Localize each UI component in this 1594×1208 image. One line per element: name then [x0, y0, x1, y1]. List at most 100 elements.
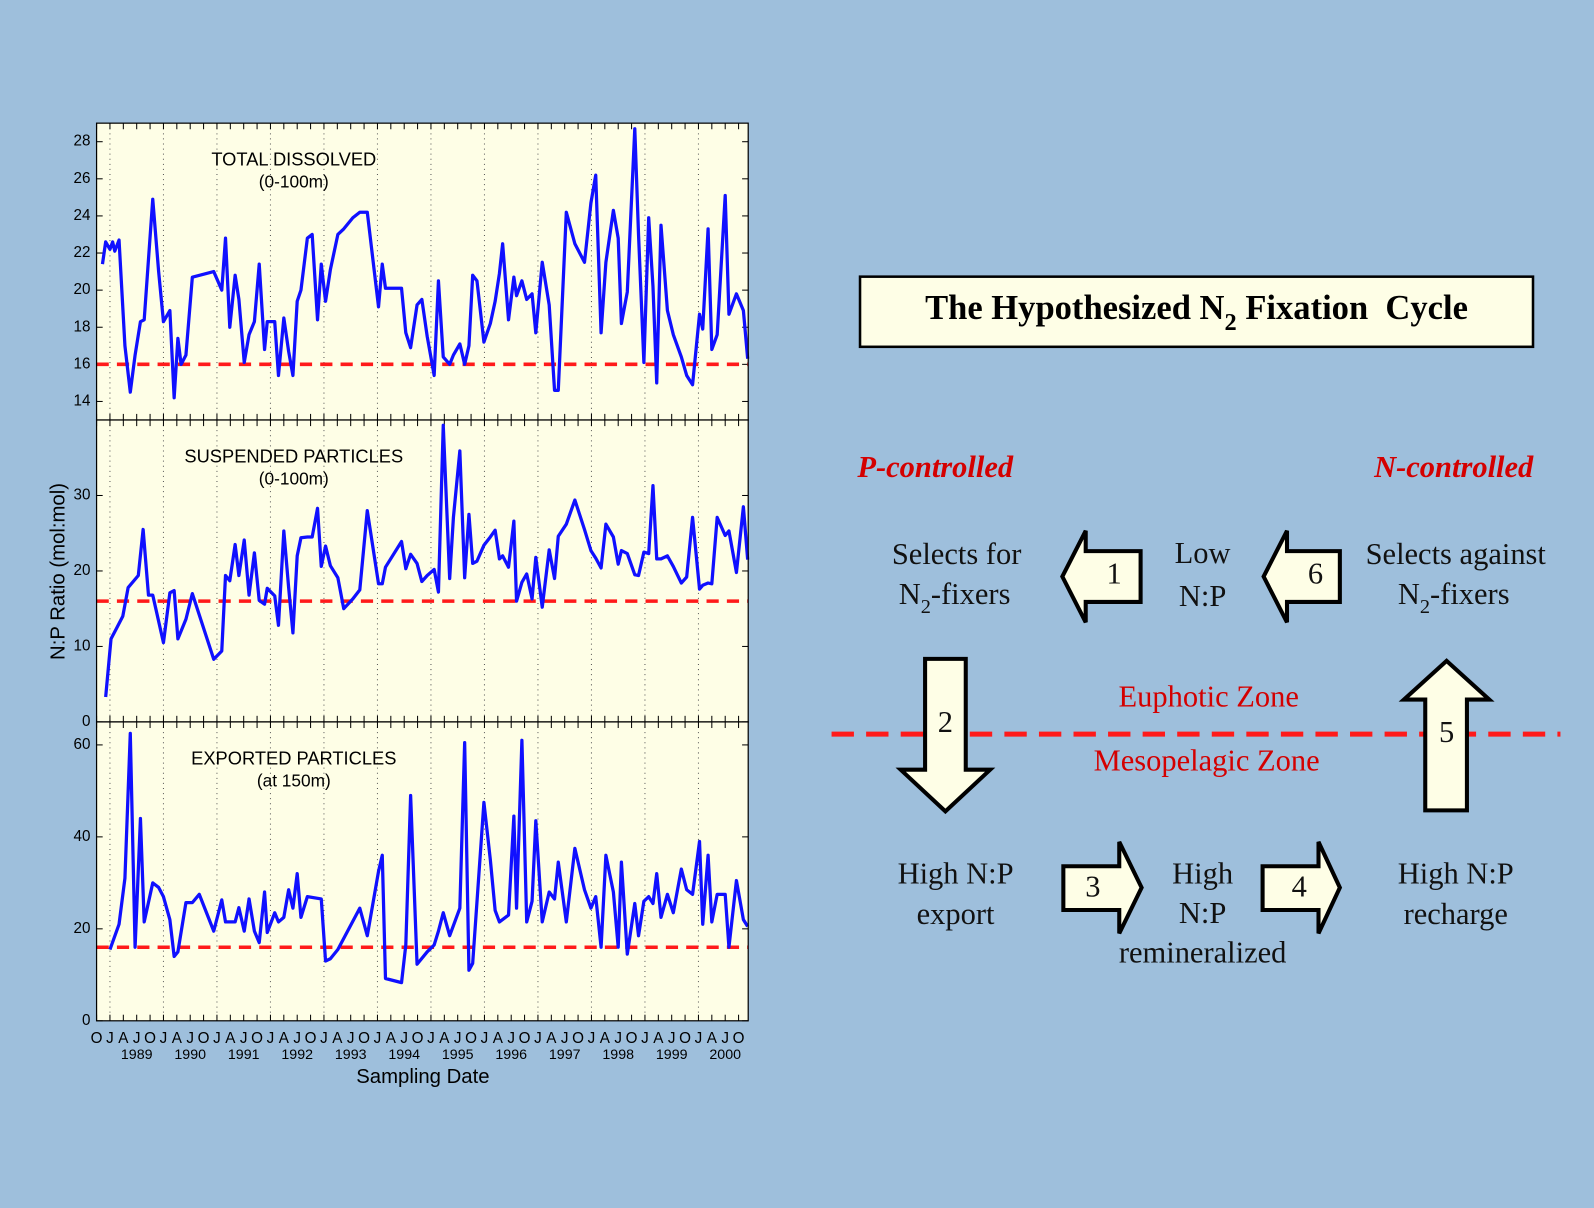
node-text: recharge: [1404, 897, 1508, 931]
x-year-label: 1995: [442, 1047, 474, 1063]
y-tick-label: 20: [74, 920, 91, 937]
x-year-label: 1996: [495, 1047, 527, 1063]
y-tick-label: 20: [74, 562, 91, 579]
x-tick-label: A: [118, 1030, 129, 1047]
node-text: Low: [1175, 536, 1231, 570]
x-tick-label: J: [534, 1030, 542, 1047]
x-tick-label: J: [561, 1030, 569, 1047]
x-tick-label: A: [172, 1030, 183, 1047]
arrow-number: 6: [1308, 557, 1323, 591]
x-tick-label: O: [519, 1030, 531, 1047]
x-tick-label: J: [347, 1030, 355, 1047]
y-tick-label: 40: [74, 828, 91, 845]
x-tick-label: O: [198, 1030, 210, 1047]
data-line: [104, 423, 750, 698]
title-text: The Hypothesized N: [925, 289, 1224, 327]
arrow-number: 4: [1292, 870, 1307, 904]
x-tick-label: O: [465, 1030, 477, 1047]
x-tick-label: J: [695, 1030, 703, 1047]
panel-title: EXPORTED PARTICLES: [191, 747, 396, 768]
node-text: remineralized: [1119, 936, 1287, 970]
x-tick-label: J: [400, 1030, 408, 1047]
x-tick-label: J: [293, 1030, 301, 1047]
x-year-label: 1998: [602, 1047, 634, 1063]
node-text: High: [1172, 856, 1233, 890]
arrow-number: 2: [938, 705, 953, 739]
data-line: [108, 731, 750, 985]
x-tick-label: J: [427, 1030, 435, 1047]
y-tick-label: 22: [74, 244, 91, 261]
x-tick-label: A: [546, 1030, 557, 1047]
arrow: [1260, 841, 1343, 935]
arrow: [1261, 529, 1342, 624]
node-text: N2-fixers: [1398, 577, 1510, 618]
y-tick-label: 16: [74, 355, 91, 372]
x-tick-label: J: [454, 1030, 462, 1047]
node-text: N: [1398, 577, 1420, 611]
x-tick-label: J: [186, 1030, 194, 1047]
x-tick-label: A: [653, 1030, 664, 1047]
title-tail: Fixation Cycle: [1237, 289, 1468, 327]
x-tick-label: J: [588, 1030, 596, 1047]
y-tick-label: 18: [74, 318, 91, 335]
x-tick-label: O: [679, 1030, 691, 1047]
node-text: Selects for: [892, 537, 1022, 571]
panel-title: SUSPENDED PARTICLES: [184, 445, 403, 466]
y-tick-label: 26: [74, 170, 91, 187]
x-tick-label: A: [439, 1030, 450, 1047]
title-sub: 2: [1225, 309, 1237, 336]
x-tick-label: O: [412, 1030, 424, 1047]
panel-subtitle: (0-100m): [259, 172, 329, 192]
x-tick-label: O: [572, 1030, 584, 1047]
panel-title: TOTAL DISSOLVED: [211, 149, 376, 170]
node-text: -fixers: [1430, 577, 1510, 611]
arrow: [1061, 840, 1144, 935]
right-label: N-controlled: [1373, 450, 1534, 484]
y-axis-label: N:P Ratio (mol:mol): [47, 483, 69, 660]
node-text: High N:P: [898, 856, 1014, 890]
x-tick-label: J: [320, 1030, 328, 1047]
x-tick-label: A: [707, 1030, 718, 1047]
y-tick-label: 14: [74, 392, 91, 409]
zone-label: Mesopelagic Zone: [1094, 744, 1320, 778]
x-axis-label: Sampling Date: [356, 1066, 489, 1088]
panel-subtitle: (at 150m): [257, 770, 331, 790]
x-tick-label: O: [91, 1030, 103, 1047]
x-tick-label: A: [279, 1030, 290, 1047]
x-year-label: 1994: [388, 1047, 420, 1063]
arrow-number: 1: [1107, 557, 1122, 591]
x-tick-label: O: [251, 1030, 263, 1047]
x-year-label: 1999: [656, 1047, 688, 1063]
x-tick-label: A: [600, 1030, 611, 1047]
x-tick-label: A: [493, 1030, 504, 1047]
x-year-label: 1990: [174, 1047, 206, 1063]
x-tick-label: J: [668, 1030, 676, 1047]
x-tick-label: J: [374, 1030, 382, 1047]
y-tick-label: 28: [74, 133, 91, 150]
y-tick-label: 0: [82, 1012, 90, 1029]
x-year-label: 1989: [121, 1047, 153, 1063]
x-tick-label: O: [733, 1030, 745, 1047]
x-tick-label: A: [225, 1030, 236, 1047]
x-tick-label: A: [332, 1030, 343, 1047]
panel-subtitle: (0-100m): [259, 469, 329, 489]
diagram: The Hypothesized N2 Fixation Cycle P-con…: [831, 275, 1561, 970]
node-sub: 2: [1420, 596, 1430, 618]
arrow: [895, 656, 996, 815]
y-tick-label: 0: [82, 713, 90, 730]
plot-frame: [95, 721, 749, 1022]
x-tick-label: J: [106, 1030, 114, 1047]
node-sub: 2: [921, 596, 931, 618]
x-year-label: 1991: [228, 1047, 260, 1063]
node-text: export: [917, 897, 995, 931]
x-year-label: 1993: [335, 1047, 367, 1063]
node-text: N2-fixers: [899, 577, 1011, 618]
x-year-label: 2000: [709, 1047, 741, 1063]
x-tick-label: O: [144, 1030, 156, 1047]
x-tick-label: J: [614, 1030, 622, 1047]
y-tick-label: 10: [74, 637, 91, 654]
x-tick-label: J: [641, 1030, 649, 1047]
x-tick-label: J: [721, 1030, 729, 1047]
